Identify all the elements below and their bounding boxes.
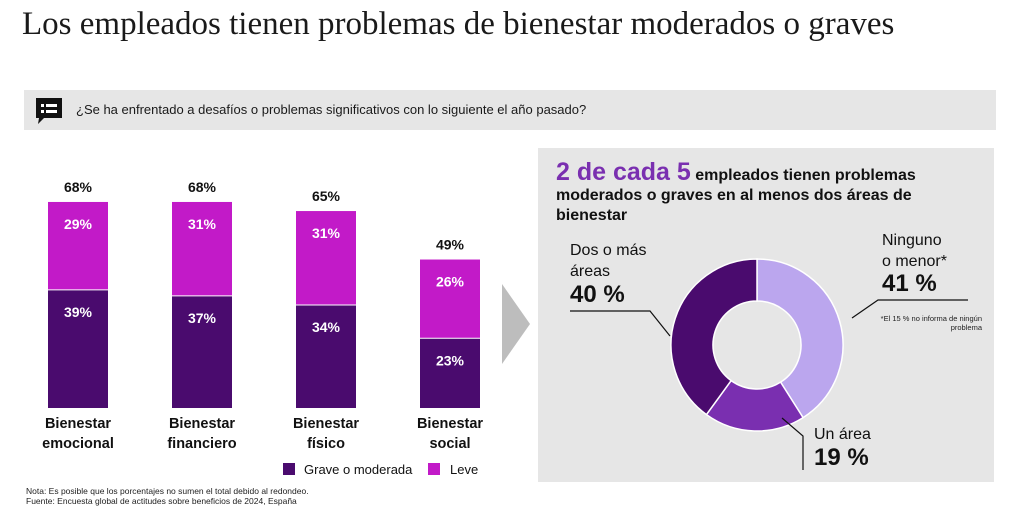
bar-total-label: 68%	[64, 179, 93, 195]
category-label-fisico: Bienestar físico	[292, 416, 360, 452]
bar-value-label: 39%	[64, 304, 93, 320]
category-label-financiero: Bienestar financiero	[167, 416, 237, 452]
highlight-big-text: 2 de cada 5	[556, 158, 691, 186]
legend-swatch-grave	[283, 463, 295, 475]
bar-segment-grave-3	[420, 338, 480, 408]
highlight-rest-text: empleados tienen problemas moderados o g…	[556, 167, 916, 224]
bar-value-label: 23%	[436, 352, 465, 368]
bar-value-label: 34%	[312, 319, 341, 335]
question-text: ¿Se ha enfrentado a desafíos o problemas…	[76, 102, 587, 117]
bar-total-label: 65%	[312, 188, 341, 204]
legend-swatch-leve	[428, 463, 440, 475]
bar-segment-leve-1	[172, 201, 232, 296]
bar-segment-leve-2	[296, 211, 356, 305]
bar-segment-grave-2	[296, 304, 356, 408]
donut-slice-2	[670, 258, 758, 416]
bar-segment-leve-3	[420, 259, 480, 339]
bar-segment-leve-0	[48, 201, 108, 290]
slice-label-dos-o-mas: Dos o más áreas	[570, 242, 647, 280]
bar-value-label: 31%	[188, 216, 217, 232]
bar-segment-grave-1	[172, 295, 232, 408]
bar-value-label: 37%	[188, 310, 217, 326]
page-title: Los empleados tienen problemas de bienes…	[22, 6, 895, 42]
note-text: Nota: Es posible que los porcentajes no …	[26, 486, 309, 496]
slice-value-dos-o-mas: 40 %	[570, 281, 625, 308]
highlight-headline: 2 de cada 5 empleados tienen problemas m…	[556, 160, 976, 226]
chat-list-icon	[36, 98, 62, 124]
bar-total-label: 68%	[188, 179, 217, 195]
slice-label-ninguno: Ninguno o menor*	[882, 232, 947, 270]
legend-label-grave: Grave o moderada	[304, 462, 413, 477]
donut-footnote: *El 15 % no informa de ningún problema	[880, 314, 982, 332]
category-label-emocional: Bienestar emocional	[42, 416, 114, 452]
slice-label-un-area: Un área	[814, 426, 871, 443]
question-bar: ¿Se ha enfrentado a desafíos o problemas…	[24, 90, 996, 130]
bar-value-label: 26%	[436, 274, 465, 290]
leader-line-un-area	[781, 417, 804, 470]
arrow-right-icon	[502, 284, 530, 364]
slice-value-un-area: 19 %	[814, 444, 869, 471]
bar-segment-grave-0	[48, 289, 108, 408]
category-label-social: Bienestar social	[416, 416, 484, 452]
donut-slice-0	[756, 258, 844, 419]
bar-total-label: 49%	[436, 237, 465, 253]
source-text: Fuente: Encuesta global de actitudes sob…	[26, 496, 297, 506]
leader-line-ninguno	[851, 299, 968, 319]
legend-label-leve: Leve	[450, 462, 479, 477]
bar-value-label: 31%	[312, 225, 341, 241]
bar-value-label: 29%	[64, 216, 93, 232]
stacked-bar-chart: 39% 29% 68% 37% 31% 68% 34% 31% 65% 23% 26% 49%	[48, 179, 480, 408]
slice-value-ninguno: 41 %	[882, 270, 937, 297]
leader-line-dos-o-mas	[570, 310, 671, 337]
